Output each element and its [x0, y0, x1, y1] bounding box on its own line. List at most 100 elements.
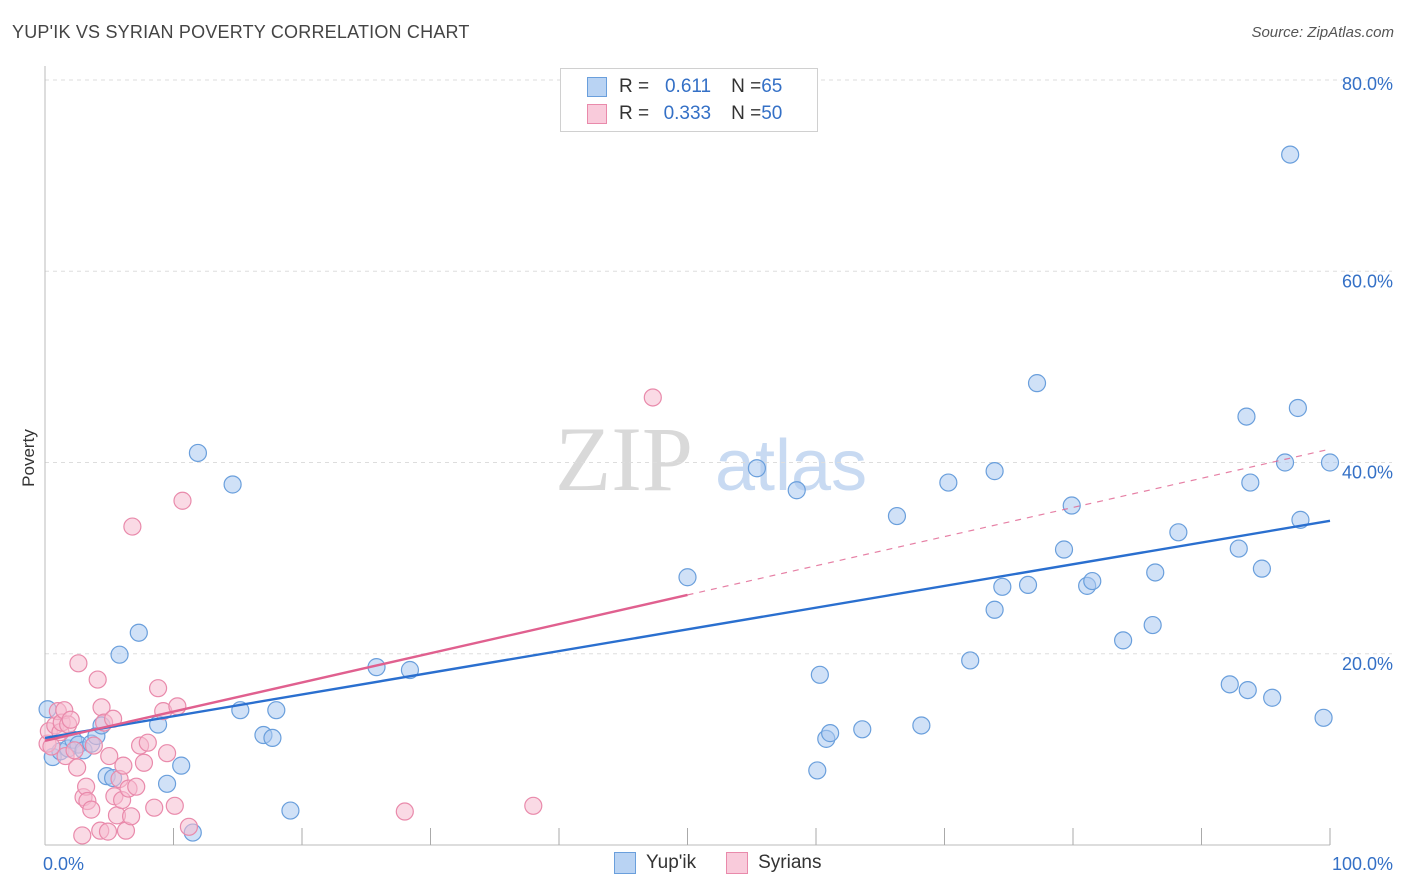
yupik-point [129, 623, 148, 642]
yupik-point [1018, 575, 1038, 595]
yupik-point [281, 801, 300, 820]
yupik-point [1238, 680, 1257, 700]
syrian-point [69, 654, 88, 673]
yupik-point [1054, 540, 1074, 559]
yupik-point [985, 462, 1004, 481]
syrian-point [61, 710, 80, 729]
chart-title: YUP'IK VS SYRIAN POVERTY CORRELATION CHA… [12, 22, 470, 42]
yupik-point [188, 443, 208, 463]
yupik-point [110, 645, 129, 664]
legend-r-value: 0.611 [664, 76, 712, 97]
syrian-point [157, 744, 177, 763]
yupik-point [1169, 523, 1188, 542]
yupik-point [1146, 563, 1165, 582]
legend-item-yupik: Yup'ik [614, 852, 696, 874]
yupik-point [1320, 453, 1340, 472]
tick-labels: 20.0% 40.0% 60.0% 80.0% 0.0% 100.0% [43, 74, 1393, 874]
yupik-point [810, 665, 829, 684]
yupik-point [267, 701, 286, 720]
syrian-point [82, 800, 101, 819]
legend-row-syrians: R = 0.333 N = 50 [587, 102, 782, 126]
yupik-point [985, 600, 1004, 619]
legend-n-label: N = [731, 76, 762, 97]
syrian-point [73, 826, 92, 845]
legend-r-label: R = [619, 76, 650, 97]
legend-swatch-yupik [587, 77, 607, 97]
syrian-point [138, 733, 157, 752]
trend-line-syrians-extrapolated [687, 449, 1328, 596]
legend-label-syrians: Syrians [758, 852, 822, 873]
watermark-zip: ZIP [555, 408, 693, 510]
y-tick-label: 80.0% [1342, 74, 1393, 94]
data-points [38, 145, 1340, 845]
y-tick-label: 60.0% [1342, 271, 1393, 291]
legend-r-value: 0.333 [663, 103, 712, 124]
yupik-point [1143, 615, 1162, 635]
yupik-point [808, 761, 827, 780]
legend-swatch-syrians [726, 852, 749, 874]
syrian-point [65, 741, 84, 760]
yupik-point [1281, 145, 1300, 164]
yupik-point [1027, 374, 1047, 393]
syrian-point [84, 736, 103, 755]
yupik-point [853, 720, 872, 739]
yupik-point [912, 716, 931, 735]
syrian-point [395, 802, 414, 821]
legend-swatch-syrians [587, 104, 607, 124]
yupik-point [1083, 571, 1102, 591]
y-tick-label: 40.0% [1342, 463, 1393, 483]
legend-r-label: R = [619, 103, 650, 124]
syrian-point [643, 388, 662, 407]
syrian-point [145, 798, 164, 817]
yupik-point [1263, 688, 1282, 707]
syrian-point [100, 746, 119, 766]
stats-legend: R = 0.611 N = 65 R = 0.333 N = 50 [560, 68, 818, 132]
y-axis-label: Poverty [19, 429, 38, 487]
legend-swatch-yupik [614, 852, 636, 874]
yupik-point [939, 473, 958, 492]
yupik-point [223, 475, 242, 494]
syrian-point [148, 679, 168, 698]
syrian-point [114, 756, 133, 775]
legend-label-yupik: Yup'ik [646, 852, 697, 873]
trend-lines [44, 449, 1331, 742]
yupik-point [157, 774, 177, 793]
yupik-point [678, 568, 697, 587]
yupik-point [400, 660, 420, 680]
yupik-point [263, 728, 282, 748]
syrian-point [98, 822, 118, 841]
syrian-point [121, 807, 141, 826]
legend-row-yupik: R = 0.611 N = 65 [587, 75, 782, 99]
legend-n-value: 50 [761, 103, 783, 124]
syrian-point [68, 758, 87, 777]
x-tick-label: 0.0% [43, 854, 84, 874]
syrian-point [134, 753, 154, 772]
trend-line-yupik [44, 519, 1331, 740]
watermark: ZIP atlas [555, 408, 867, 510]
y-tick-label: 20.0% [1342, 654, 1393, 674]
syrian-point [179, 817, 199, 836]
syrian-point [165, 796, 184, 815]
x-tick-label: 100.0% [1332, 854, 1393, 874]
yupik-point [747, 459, 766, 478]
syrian-point [88, 670, 107, 689]
yupik-point [1314, 708, 1333, 727]
yupik-point [1288, 398, 1307, 418]
yupik-point [1275, 453, 1295, 472]
syrian-point [524, 796, 543, 815]
yupik-point [961, 651, 980, 670]
yupik-point [172, 756, 191, 775]
yupik-point [1252, 559, 1271, 578]
source-label: Source: ZipAtlas.com [1251, 24, 1394, 41]
trend-line-syrians [44, 593, 688, 742]
syrian-point [127, 777, 146, 796]
series-legend: Yup'ik Syrians [614, 852, 851, 874]
yupik-point [821, 724, 840, 743]
yupik-point [993, 577, 1012, 596]
yupik-point [887, 506, 907, 526]
legend-n-label: N = [731, 103, 762, 124]
syrian-point [173, 491, 192, 510]
yupik-point [1114, 631, 1133, 650]
yupik-point [1229, 539, 1248, 558]
